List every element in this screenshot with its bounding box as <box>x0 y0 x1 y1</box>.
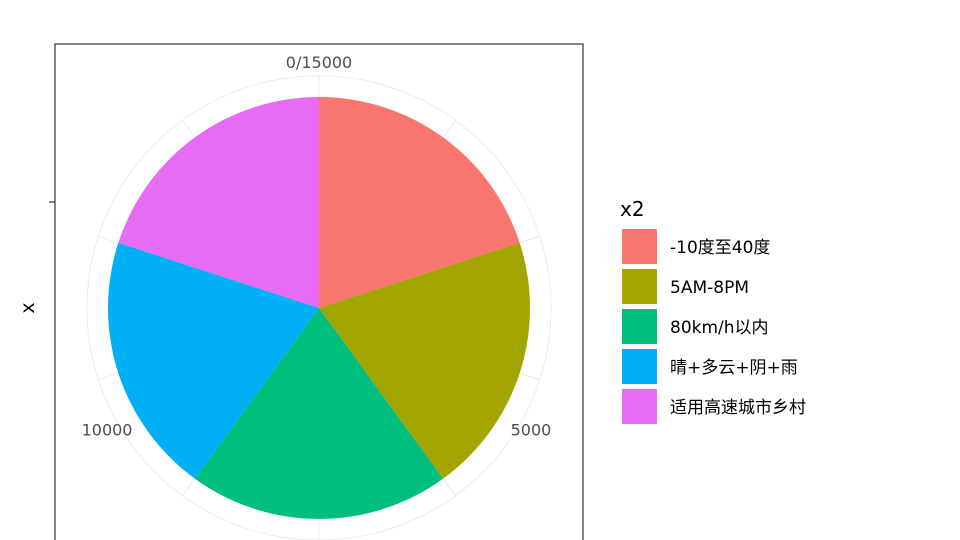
legend-label: 晴+多云+阴+雨 <box>670 358 798 378</box>
pie-slice <box>107 242 319 479</box>
legend-key <box>622 309 657 344</box>
pie-slices <box>107 97 530 519</box>
pie-slice <box>194 308 444 519</box>
legend-key <box>622 229 657 264</box>
pie-slice <box>118 97 319 308</box>
pie-slice <box>319 97 520 308</box>
theta-tick-label: 5000 <box>511 420 552 439</box>
legend-label: 80km/h以内 <box>670 318 769 338</box>
legend-key <box>622 269 657 304</box>
legend-label: 适用高速城市乡村 <box>670 398 806 418</box>
grid-circle <box>86 75 552 540</box>
legend-key <box>622 349 657 384</box>
theta-tick-label: 0/15000 <box>286 53 352 72</box>
pie-slice <box>319 242 530 479</box>
y-axis-label: x <box>17 302 39 313</box>
legend-title: x2 <box>620 197 645 221</box>
theta-tick-label: 10000 <box>82 420 133 439</box>
theta-tick-labels: 0/15000 5000 10000 <box>82 53 552 439</box>
legend-key <box>622 389 657 424</box>
legend-label: -10度至40度 <box>670 238 770 258</box>
legend-label: 5AM-8PM <box>670 278 749 298</box>
